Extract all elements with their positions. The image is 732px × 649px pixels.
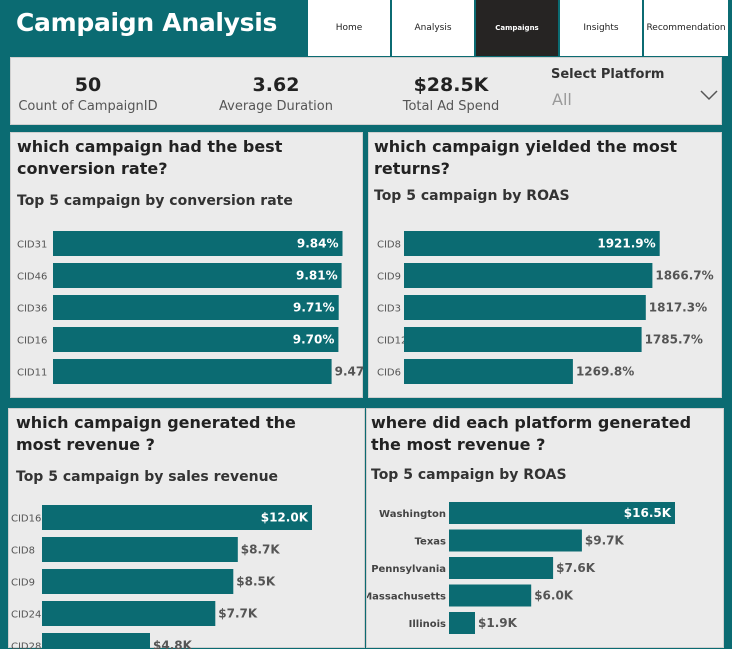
kpi-average-duration: 3.62 Average Duration xyxy=(209,74,343,114)
bar[interactable] xyxy=(42,601,215,626)
dashboard-title: Campaign Analysis xyxy=(16,8,277,37)
data-label: 1921.9% xyxy=(597,237,655,251)
kpi-label: Total Ad Spend xyxy=(396,99,506,114)
bar[interactable] xyxy=(42,569,233,594)
roas-panel: which campaign yielded the most returns?… xyxy=(368,132,722,398)
kpi-value: 3.62 xyxy=(209,74,343,96)
data-label: 1866.7% xyxy=(655,269,713,283)
data-label: $1.9K xyxy=(478,616,518,630)
category-label: CID8 xyxy=(377,240,401,251)
category-label: CID31 xyxy=(17,240,47,251)
chevron-down-icon[interactable] xyxy=(699,88,719,102)
sales-revenue-panel: which campaign generated the most revenu… xyxy=(8,408,365,648)
bar[interactable] xyxy=(404,327,642,352)
data-label: 9.47% xyxy=(335,365,364,379)
data-label: $6.0K xyxy=(534,589,574,603)
bar[interactable] xyxy=(449,530,582,552)
data-label: 1817.3% xyxy=(649,301,707,315)
category-label: CID6 xyxy=(377,368,401,379)
bar[interactable] xyxy=(53,359,332,384)
category-label: CID9 xyxy=(11,578,35,589)
category-label: CID36 xyxy=(17,304,47,315)
bar[interactable] xyxy=(449,557,553,579)
platform-slicer-value[interactable]: All xyxy=(552,90,572,109)
category-label: CID9 xyxy=(377,272,401,283)
category-label: Pennsylvania xyxy=(371,564,446,575)
category-label: Illinois xyxy=(409,619,446,630)
conversion-rate-panel: which campaign had the best conversion r… xyxy=(10,132,363,398)
category-label: CID28 xyxy=(11,642,41,649)
category-label: CID8 xyxy=(11,546,35,557)
bar[interactable] xyxy=(42,537,238,562)
category-label: CID16 xyxy=(17,336,47,347)
bar[interactable] xyxy=(404,295,646,320)
roas-chart: CID8 1921.9% CID9 1866.7% CID3 1817.3% CID12 17… xyxy=(369,133,723,399)
data-label: $12.0K xyxy=(261,511,309,525)
platform-revenue-panel: where did each platform generated the mo… xyxy=(366,408,724,648)
data-label: $7.7K xyxy=(218,607,258,621)
platform-revenue-chart: Washington $16.5K Texas $9.7K Pennsylvania $7… xyxy=(367,409,725,649)
data-label: $8.7K xyxy=(241,543,281,557)
data-label: $7.6K xyxy=(556,561,596,575)
bar[interactable] xyxy=(404,263,652,288)
kpi-value: 50 xyxy=(17,74,159,96)
tab-home[interactable]: Home xyxy=(308,0,390,56)
tab-recommendation[interactable]: Recommendation xyxy=(644,0,728,56)
data-label: 9.84% xyxy=(297,237,339,251)
kpi-campaign-count: 50 Count of CampaignID xyxy=(17,74,159,114)
category-label: Washington xyxy=(379,509,446,520)
tab-campaigns[interactable]: Campaigns xyxy=(476,0,558,56)
bar[interactable] xyxy=(404,359,573,384)
platform-slicer-title: Select Platform xyxy=(551,67,664,82)
data-label: $4.8K xyxy=(153,639,193,649)
category-label: CID3 xyxy=(377,304,401,315)
kpi-bar: 50 Count of CampaignID 3.62 Average Dura… xyxy=(10,57,722,125)
category-label: Texas xyxy=(415,537,446,548)
tab-insights[interactable]: Insights xyxy=(560,0,642,56)
bar[interactable] xyxy=(42,633,150,649)
bar[interactable] xyxy=(449,585,531,607)
data-label: 9.71% xyxy=(293,301,335,315)
data-label: $9.7K xyxy=(585,534,625,548)
category-label: CID11 xyxy=(17,368,47,379)
data-label: $8.5K xyxy=(236,575,276,589)
sales-revenue-chart: CID16 $12.0K CID8 $8.7K CID9 $8.5K CID24 $7.7K C… xyxy=(9,409,366,649)
bar[interactable] xyxy=(449,612,475,634)
tab-analysis[interactable]: Analysis xyxy=(392,0,474,56)
data-label: $16.5K xyxy=(624,506,672,520)
data-label: 1785.7% xyxy=(645,333,703,347)
kpi-label: Average Duration xyxy=(209,99,343,114)
kpi-total-ad-spend: $28.5K Total Ad Spend xyxy=(396,74,506,114)
kpi-label: Count of CampaignID xyxy=(17,99,159,114)
category-label: Massachusetts xyxy=(367,592,446,603)
category-label: CID46 xyxy=(17,272,47,283)
data-label: 1269.8% xyxy=(576,365,634,379)
data-label: 9.81% xyxy=(296,269,338,283)
category-label: CID12 xyxy=(377,336,407,347)
category-label: CID24 xyxy=(11,610,41,621)
conversion-rate-chart: CID31 9.84% CID46 9.81% CID36 9.71% CID16 9.70%… xyxy=(11,133,364,399)
data-label: 9.70% xyxy=(293,333,335,347)
kpi-value: $28.5K xyxy=(396,74,506,96)
category-label: CID16 xyxy=(11,514,41,525)
